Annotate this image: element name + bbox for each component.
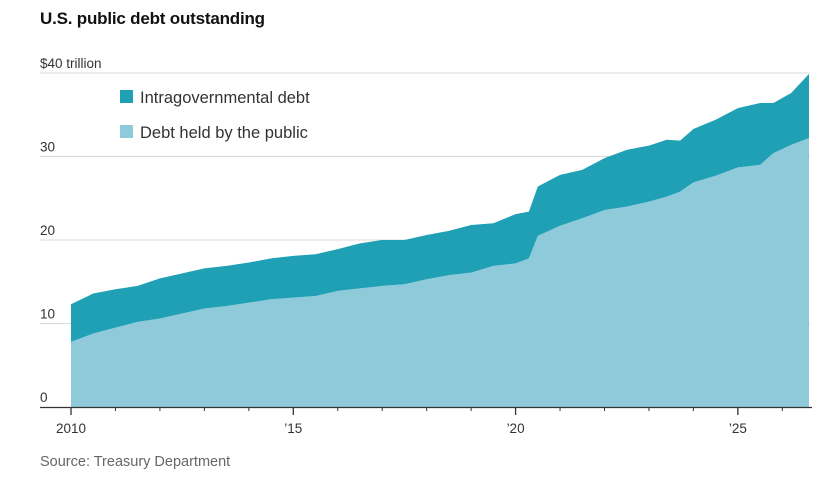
legend: Intragovernmental debt Debt held by the p… <box>120 89 310 142</box>
debt-held-by-the-public-area <box>71 138 809 407</box>
x-tick-label: ’15 <box>284 421 302 436</box>
intragovernmental-debt-area <box>71 73 809 342</box>
y-tick-label: 10 <box>40 307 55 322</box>
y-tick-label: $40 trillion <box>40 56 102 71</box>
axes: 0 10 20 30 $40 trillion 2010 ’15 ’20 ’25 <box>40 56 812 436</box>
y-tick-label: 0 <box>40 390 48 405</box>
y-tick-label: 30 <box>40 140 55 155</box>
chart-title: U.S. public debt outstanding <box>40 9 265 28</box>
x-tick-label: ’20 <box>507 421 525 436</box>
legend-swatch-intragovernmental-debt <box>120 90 133 103</box>
x-tick-label: 2010 <box>56 421 86 436</box>
legend-swatch-debt-held-by-the-public <box>120 125 133 138</box>
legend-label-intragovernmental-debt: Intragovernmental debt <box>140 89 310 107</box>
stacked-areas <box>71 73 809 407</box>
legend-label-debt-held-by-the-public: Debt held by the public <box>140 124 308 142</box>
y-tick-label: 20 <box>40 223 55 238</box>
x-tick-label: ’25 <box>729 421 747 436</box>
source-note: Source: Treasury Department <box>40 454 231 470</box>
